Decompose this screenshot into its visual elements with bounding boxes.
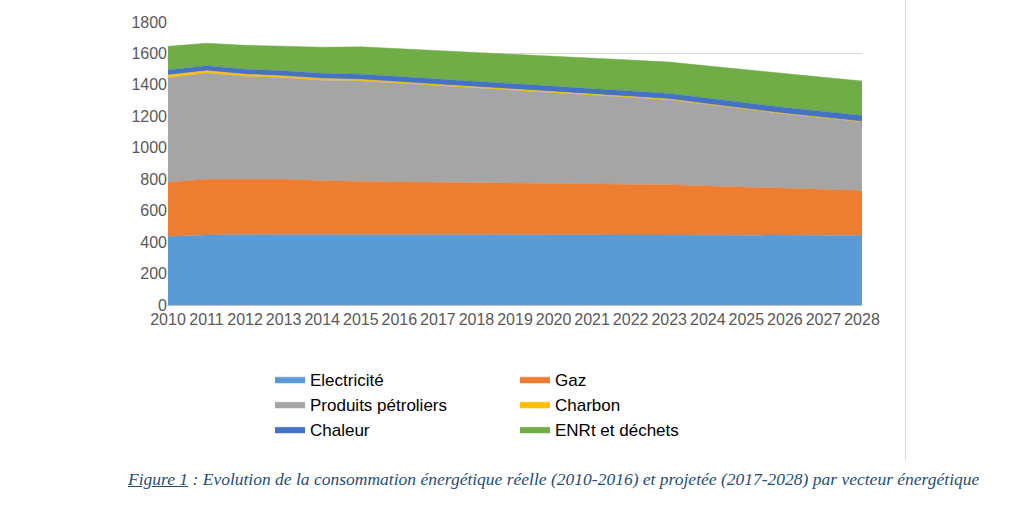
svg-text:2017: 2017 (420, 311, 456, 328)
svg-text:2027: 2027 (806, 311, 842, 328)
svg-text:2012: 2012 (227, 311, 263, 328)
svg-text:2018: 2018 (459, 311, 495, 328)
svg-text:ENRt et déchets: ENRt et déchets (555, 421, 679, 440)
svg-text:2022: 2022 (613, 311, 649, 328)
svg-text:800: 800 (140, 171, 167, 188)
svg-text:2024: 2024 (690, 311, 726, 328)
svg-text:1200: 1200 (131, 108, 167, 125)
svg-text:2021: 2021 (574, 311, 610, 328)
svg-text:2020: 2020 (536, 311, 572, 328)
svg-text:2015: 2015 (343, 311, 379, 328)
svg-text:600: 600 (140, 202, 167, 219)
svg-text:0: 0 (158, 297, 167, 314)
svg-text:200: 200 (140, 265, 167, 282)
svg-text:Produits pétroliers: Produits pétroliers (310, 396, 447, 415)
svg-text:1000: 1000 (131, 139, 167, 156)
html-text:Figure 1: Evolution de la cons: Figure 1: Evolution de la consommation é… (128, 469, 980, 489)
svg-text:1800: 1800 (131, 14, 167, 31)
svg-text:1600: 1600 (131, 45, 167, 62)
svg-text:2011: 2011 (189, 311, 224, 328)
svg-text:Electricité: Electricité (310, 371, 384, 390)
svg-text:Chaleur: Chaleur (310, 421, 370, 440)
svg-text:2019: 2019 (497, 311, 533, 328)
svg-text:2013: 2013 (266, 311, 302, 328)
svg-text:1400: 1400 (131, 76, 167, 93)
svg-text:2010: 2010 (150, 311, 186, 328)
svg-text:2023: 2023 (651, 311, 687, 328)
svg-text:Charbon: Charbon (555, 396, 620, 415)
svg-text:2026: 2026 (767, 311, 803, 328)
svg-text:2016: 2016 (382, 311, 418, 328)
svg-text:2025: 2025 (729, 311, 765, 328)
svg-text:2028: 2028 (844, 311, 880, 328)
svg-text:Gaz: Gaz (555, 371, 586, 390)
svg-text:2014: 2014 (304, 311, 340, 328)
svg-text:400: 400 (140, 234, 167, 251)
